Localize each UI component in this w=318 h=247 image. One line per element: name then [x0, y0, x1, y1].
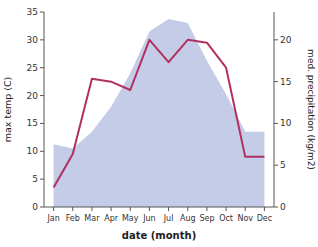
x-tick — [53, 207, 54, 211]
x-tick — [130, 207, 131, 211]
y2-tick — [274, 123, 278, 124]
y2-tick-label: 10 — [280, 118, 292, 128]
y2-tick-label: 5 — [280, 160, 286, 170]
x-tick — [206, 207, 207, 211]
y2-tick — [274, 165, 278, 166]
y-tick-label: 20 — [27, 91, 39, 101]
y-tick-label: 10 — [27, 146, 39, 156]
y2-tick-label: 15 — [280, 77, 291, 87]
x-tick-label: Aug — [180, 214, 196, 223]
x-tick-label: Nov — [237, 214, 253, 223]
chart: 0 5 10 15 20 25 30 35 0 5 10 15 20 Jan Feb Mar AprMayJun… — [0, 0, 318, 247]
temperature-line — [54, 40, 265, 188]
x-tick — [91, 207, 92, 211]
y-tick — [40, 123, 44, 124]
x-tick — [149, 207, 150, 211]
x-tick-label: Apr — [104, 214, 119, 223]
x-tick-label: Jun — [142, 214, 156, 223]
y-tick-label: 35 — [27, 7, 38, 17]
x-tick — [187, 207, 188, 211]
x-tick-label: Dec — [257, 214, 272, 223]
y-axis-title: max temp (C) — [2, 77, 13, 143]
x-tick-label: Jan — [46, 214, 59, 223]
x-tick — [264, 207, 265, 211]
x-tick — [226, 207, 227, 211]
y2-tick — [274, 39, 278, 40]
y-tick — [40, 39, 44, 40]
x-tick-label: Jul — [163, 214, 174, 223]
marks — [54, 19, 265, 207]
x-axis-title: date (month) — [122, 230, 196, 241]
y-tick-label: 5 — [32, 174, 38, 184]
precipitation-area — [54, 19, 265, 207]
y-tick — [40, 207, 44, 208]
y-axis-line — [44, 12, 45, 207]
y2-axis-line — [274, 12, 275, 207]
y-tick-label: 30 — [27, 35, 39, 45]
x-tick-label: Sep — [199, 214, 214, 223]
x-tick-label: Feb — [66, 214, 80, 223]
x-tick-label: Oct — [219, 214, 233, 223]
x-axis-line — [44, 207, 274, 208]
x-tick — [111, 207, 112, 211]
y2-axis-title: med. precipitation (kg/m2) — [306, 49, 316, 170]
y2-tick — [274, 81, 278, 82]
y-tick — [40, 95, 44, 96]
y-tick — [40, 67, 44, 68]
y-tick — [40, 151, 44, 152]
x-tick-label: Mar — [84, 214, 100, 223]
x-tick-label: May — [122, 214, 139, 223]
y2-tick — [274, 207, 278, 208]
y-tick-label: 0 — [32, 202, 38, 212]
x-tick — [245, 207, 246, 211]
y2-tick-label: 20 — [280, 35, 292, 45]
y2-tick-label: 0 — [280, 202, 286, 212]
y-tick — [40, 12, 44, 13]
y-tick — [40, 179, 44, 180]
x-tick — [168, 207, 169, 211]
y-tick-label: 25 — [27, 63, 38, 73]
y-tick-label: 15 — [27, 118, 38, 128]
x-tick — [72, 207, 73, 211]
